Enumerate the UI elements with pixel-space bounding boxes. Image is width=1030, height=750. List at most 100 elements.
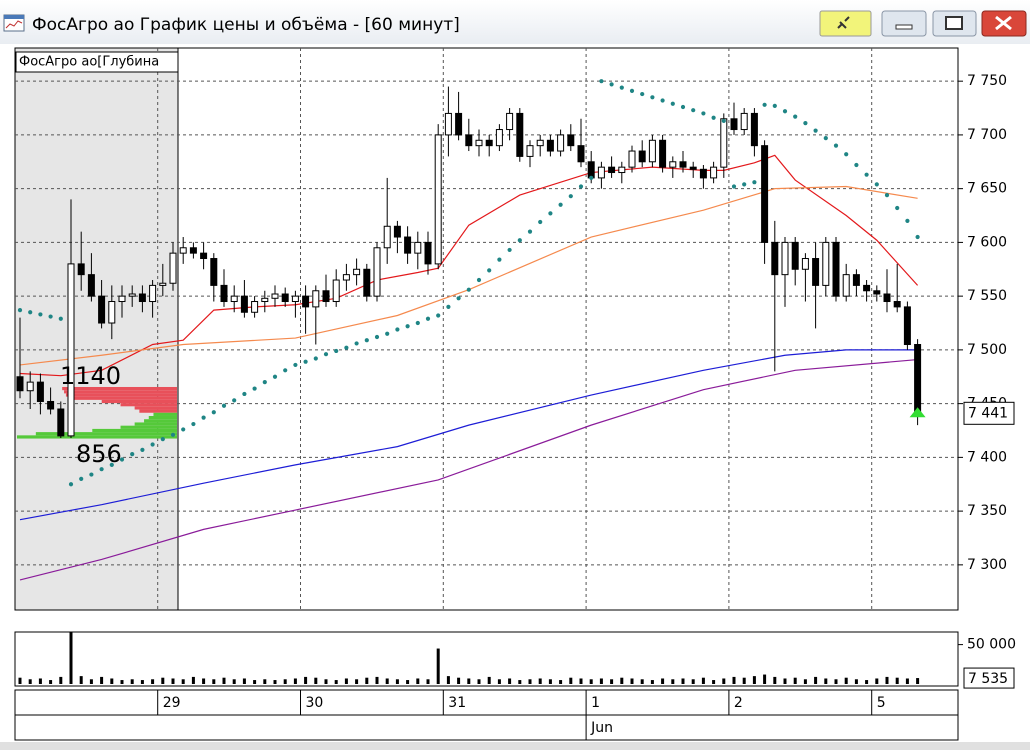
- sar-dot: [405, 324, 410, 329]
- depth-bar: [134, 406, 177, 410]
- volume-bar: [783, 678, 787, 684]
- sar-dot: [752, 180, 757, 185]
- volume-bar: [620, 677, 624, 684]
- volume-bar: [508, 678, 512, 684]
- sar-dot: [109, 462, 114, 467]
- sar-dot: [140, 447, 145, 452]
- volume-bar: [722, 678, 726, 684]
- candle-body: [801, 258, 809, 270]
- volume-bar: [242, 678, 246, 684]
- sar-dot: [395, 327, 400, 332]
- sar-dot: [354, 341, 359, 346]
- volume-bar: [824, 678, 828, 684]
- candle-body: [536, 139, 544, 147]
- volume-bar: [304, 676, 308, 684]
- sar-dot: [813, 128, 818, 133]
- close-button[interactable]: [981, 10, 1027, 37]
- candle-body: [322, 290, 330, 303]
- month-row: [14, 714, 959, 741]
- last-volume-label: 7 535: [968, 671, 1008, 687]
- candle-body: [47, 400, 55, 410]
- sar-dot: [385, 331, 390, 336]
- candle-body: [567, 134, 575, 147]
- volume-bar: [885, 676, 889, 684]
- minimize-button[interactable]: [881, 10, 927, 37]
- sar-dot: [711, 115, 716, 120]
- volume-bar: [69, 632, 73, 684]
- sar-dot: [476, 277, 482, 283]
- candle-body: [87, 274, 95, 297]
- sar-dot: [527, 229, 533, 234]
- sar-dot: [650, 95, 655, 100]
- candle-body: [424, 241, 432, 265]
- candle-body: [873, 290, 881, 295]
- depth-bar: [134, 422, 177, 426]
- volume-bar: [334, 680, 338, 684]
- candle-body: [465, 134, 473, 147]
- candle-body: [118, 295, 126, 303]
- sar-dot: [415, 320, 420, 326]
- sar-dot: [99, 467, 104, 472]
- depth-bar: [120, 425, 177, 429]
- volume-bar: [905, 678, 909, 684]
- window-title: ФосАгро ао График цены и объёма - [60 ми…: [32, 15, 460, 35]
- y-tick-label: 7 750: [967, 73, 1007, 89]
- candle-body: [393, 225, 401, 238]
- x-tick-label: 29: [163, 695, 181, 711]
- candle-body: [638, 150, 646, 163]
- candle-body: [832, 241, 840, 297]
- volume-bar: [416, 678, 420, 684]
- volume-bar: [599, 678, 603, 684]
- sar-dot: [915, 234, 920, 240]
- volume-bar: [487, 676, 491, 684]
- volume-bar: [222, 677, 226, 684]
- y-tick-label: 7 300: [967, 557, 1007, 573]
- sar-dot: [89, 472, 94, 477]
- candle-body: [210, 258, 218, 286]
- candle-body: [128, 293, 136, 297]
- candle-body: [781, 241, 789, 276]
- candle-body: [812, 258, 820, 286]
- volume-bar: [457, 677, 461, 684]
- maximize-button[interactable]: [932, 10, 977, 37]
- candle-body: [730, 118, 738, 131]
- volume-bar: [528, 679, 532, 684]
- volume-bar: [49, 680, 53, 684]
- volume-bar: [589, 679, 593, 684]
- window-icon: [3, 14, 25, 32]
- volume-bar: [875, 678, 879, 684]
- plot-layer: [15, 48, 958, 610]
- depth-bar: [92, 428, 177, 433]
- depth-bar: [148, 416, 177, 420]
- candle-body: [597, 166, 605, 179]
- sar-dot: [507, 247, 512, 253]
- last-price-box: [963, 401, 1015, 425]
- candle-body: [740, 112, 748, 131]
- candle-body: [353, 268, 361, 276]
- sar-dot: [538, 219, 543, 225]
- candle-body: [903, 306, 911, 346]
- sar-dot: [58, 316, 63, 321]
- candle-body: [434, 134, 442, 265]
- candle-body: [455, 112, 463, 136]
- candle-body: [271, 293, 279, 299]
- candle-body: [36, 381, 44, 402]
- candle-body: [720, 118, 728, 168]
- link-button[interactable]: [819, 10, 872, 37]
- depth-bar: [17, 435, 177, 439]
- y-tick-label: 7 700: [967, 127, 1007, 143]
- sar-dot: [670, 101, 675, 106]
- sar-dot: [374, 334, 380, 340]
- volume-bar: [89, 679, 93, 684]
- y-tick-label: 7 600: [967, 234, 1007, 250]
- indicator-line: [19, 358, 918, 581]
- volume-bar: [202, 678, 206, 684]
- candle-body: [587, 161, 595, 179]
- price-panel: [14, 47, 959, 611]
- candle-body: [57, 408, 65, 437]
- sar-dot: [425, 316, 431, 321]
- candle-body: [842, 274, 850, 297]
- last-price-label: 7 441: [968, 405, 1008, 421]
- volume-bar: [151, 679, 155, 684]
